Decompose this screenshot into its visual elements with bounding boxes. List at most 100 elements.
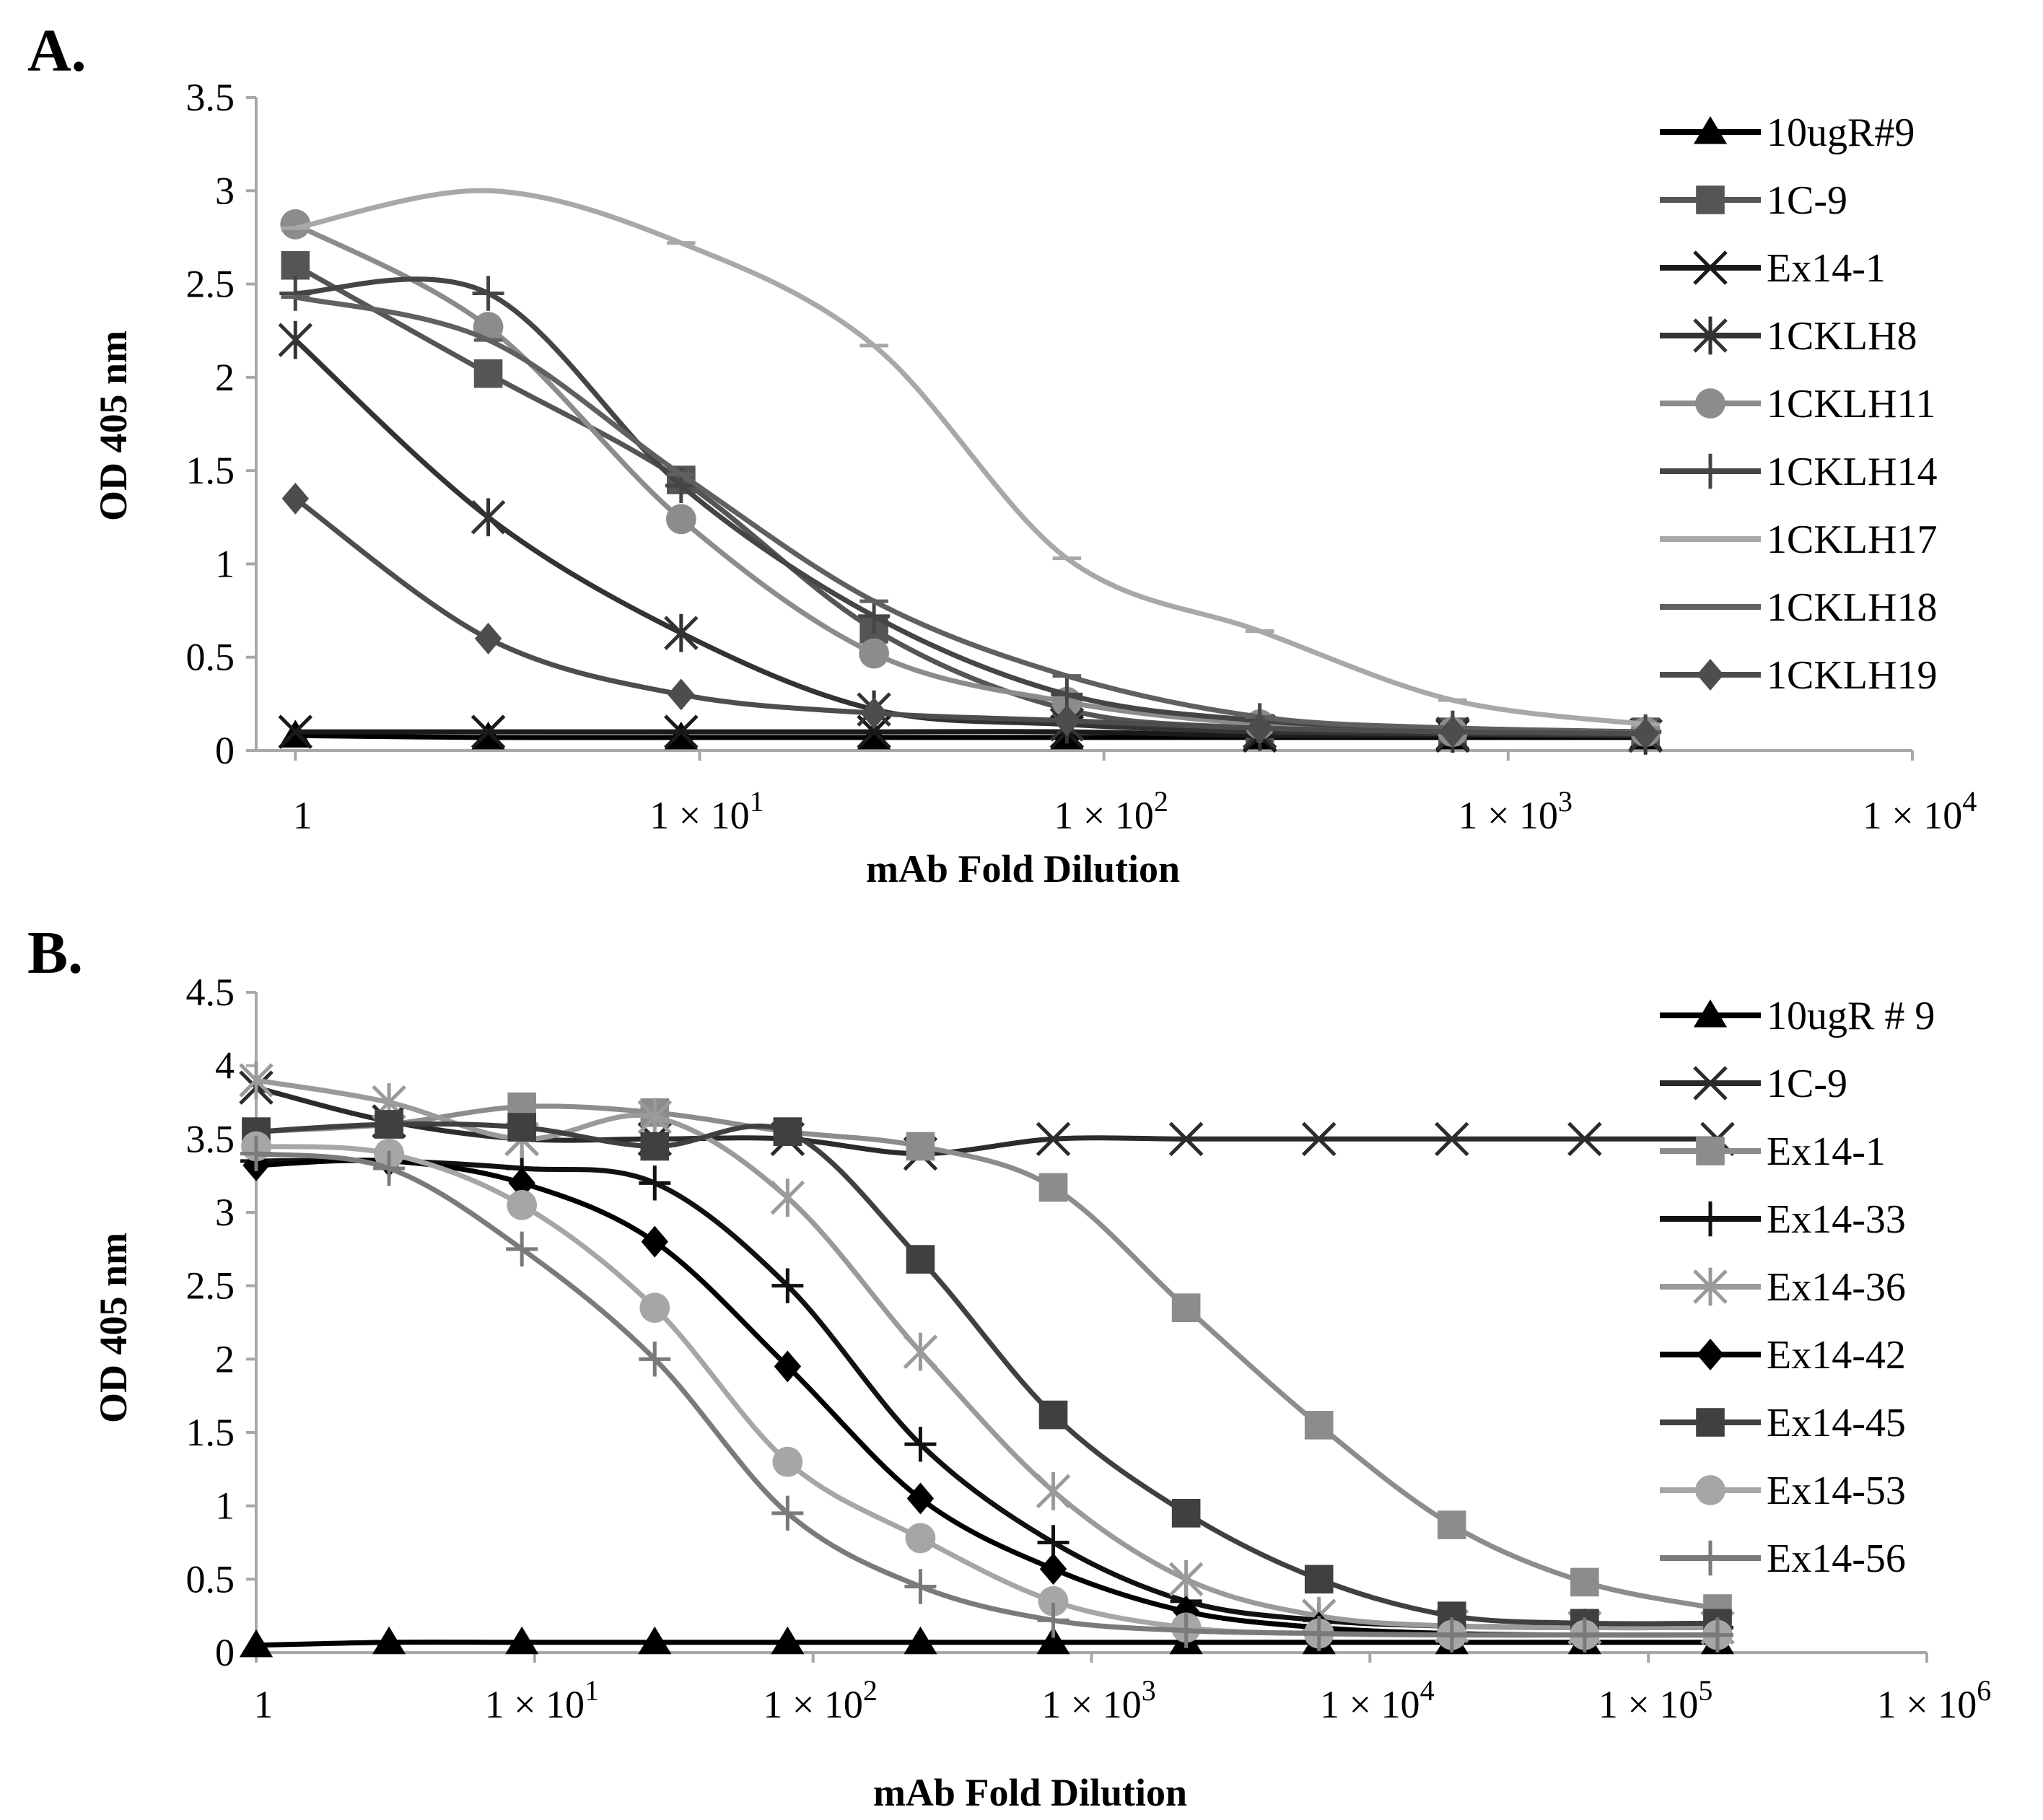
legend-label: 1C-9 (1767, 1062, 1847, 1106)
data-point (906, 1132, 935, 1161)
panel-b-x-tick-label: 1 (254, 1683, 274, 1726)
data-point (641, 1225, 668, 1258)
panel-b-legend-entry: Ex14-36 (1660, 1265, 1906, 1310)
panel-b-legend-entry: Ex14-45 (1660, 1401, 1906, 1445)
panel-a-y-tick-label: 1 (215, 542, 235, 585)
data-point (240, 1136, 272, 1171)
legend-label: Ex14-53 (1767, 1469, 1906, 1513)
panel-b-x-tick-label: 1 × 103 (1041, 1674, 1155, 1726)
legend-label: Ex14-1 (1767, 1129, 1886, 1174)
legend-marker (1693, 316, 1728, 355)
legend-label: 1CKLH14 (1767, 450, 1937, 494)
data-point (904, 1626, 937, 1655)
data-point (772, 1446, 803, 1477)
data-point (1439, 716, 1466, 748)
data-point (1168, 1121, 1204, 1157)
panel-b-y-tick-label: 3.5 (186, 1117, 235, 1160)
panel-a-y-axis-title: OD 405 nm (92, 331, 135, 521)
series-line (255, 1639, 1718, 1648)
panel-b-y-tick-label: 2 (215, 1337, 235, 1381)
data-point (770, 1178, 805, 1217)
data-point (771, 1626, 805, 1655)
data-point (771, 1268, 804, 1303)
panel-a-x-tick-label: 1 × 104 (1863, 785, 1977, 837)
panel-a-legend-entry: 10ugR#9 (1660, 110, 1915, 155)
panel-a-legend-entry: 1CKLH18 (1660, 585, 1937, 630)
data-point (1701, 1617, 1733, 1653)
panel-a-series-1cklh19 (281, 482, 1659, 750)
data-point (774, 1350, 802, 1383)
data-point (1036, 1626, 1070, 1655)
data-point (1053, 704, 1081, 737)
data-point (279, 276, 312, 311)
data-point (1570, 1567, 1599, 1597)
panel-b-x-tick-label: 1 × 106 (1877, 1674, 1991, 1726)
panel-b-x-tick-label: 1 × 101 (485, 1674, 599, 1726)
data-point (1039, 1553, 1067, 1585)
data-point (1171, 1293, 1201, 1322)
data-point (471, 498, 506, 537)
data-point (1038, 1173, 1068, 1202)
legend-label: 1CKLH11 (1767, 382, 1935, 426)
panel-a-chart: 0 0.5 1 1.5 2 2.5 3 3.5 1 1 × 101 1 × 102 1 × 103 1 … (92, 76, 1977, 891)
data-point (508, 1167, 535, 1199)
legend-marker (1695, 1475, 1725, 1505)
data-point (906, 1482, 935, 1515)
data-point (1036, 1471, 1071, 1510)
panel-a-legend-entry: 1C-9 (1660, 178, 1847, 223)
panel-b-legend-entry: Ex14-53 (1660, 1469, 1906, 1513)
series-line (255, 1158, 1718, 1638)
data-point (858, 598, 891, 634)
legend-label: Ex14-56 (1767, 1536, 1906, 1581)
panel-a-x-axis-title: mAb Fold Dilution (866, 847, 1180, 891)
data-point (472, 276, 504, 311)
legend-marker (1693, 1066, 1728, 1101)
series-line (255, 1144, 1718, 1638)
data-point (639, 1342, 671, 1377)
data-point (638, 1626, 672, 1655)
series-line (255, 1151, 1718, 1638)
panel-b-y-axis-title: OD 405 nm (92, 1233, 135, 1423)
panel-b-y-tick-label: 1 (215, 1484, 235, 1528)
series-line (255, 1085, 1718, 1157)
panel-b-legend-entry: Ex14-33 (1660, 1197, 1906, 1242)
panel-b-y-tick-label: 2.5 (186, 1264, 235, 1308)
panel-a-y-tick-label: 3.5 (186, 76, 235, 119)
data-point (1168, 1559, 1204, 1598)
legend-label: Ex14-36 (1767, 1265, 1906, 1310)
data-point (239, 1061, 274, 1100)
data-point (1304, 1411, 1334, 1440)
legend-marker (1693, 1267, 1728, 1306)
data-point (904, 1569, 937, 1604)
data-point (771, 1495, 804, 1531)
data-point (1038, 1585, 1069, 1616)
panel-a-y-tick-label: 2.5 (186, 263, 235, 306)
panel-a-x-tick-label: 1 × 102 (1054, 785, 1168, 837)
panel-b-label: B. (27, 919, 83, 986)
panel-b-legend-entry: 10ugR # 9 (1660, 994, 1935, 1038)
legend-marker (1693, 250, 1728, 285)
panel-a-label: A. (27, 17, 87, 84)
panel-b-legend-entry: 1C-9 (1660, 1062, 1847, 1106)
panel-b-y-tick-label: 0.5 (186, 1557, 235, 1601)
legend-marker (1693, 116, 1728, 144)
data-point (373, 1150, 406, 1186)
data-point (665, 504, 696, 535)
legend-marker (1697, 659, 1724, 691)
data-point (903, 1332, 938, 1371)
legend-label: 10ugR # 9 (1767, 994, 1935, 1038)
data-point (375, 1110, 403, 1139)
data-point (507, 1113, 536, 1142)
series-line (294, 188, 1646, 727)
legend-label: Ex14-45 (1767, 1401, 1906, 1445)
legend-label: 1C-9 (1767, 178, 1847, 223)
data-point (1036, 1121, 1071, 1157)
data-point (506, 1231, 538, 1267)
data-point (668, 678, 695, 711)
panel-a-legend-entry: 1CKLH11 (1660, 382, 1935, 426)
data-point (639, 1292, 670, 1324)
data-point (1170, 1613, 1202, 1648)
data-point (664, 714, 699, 749)
panel-b-series-ex14-33 (240, 1143, 1733, 1645)
